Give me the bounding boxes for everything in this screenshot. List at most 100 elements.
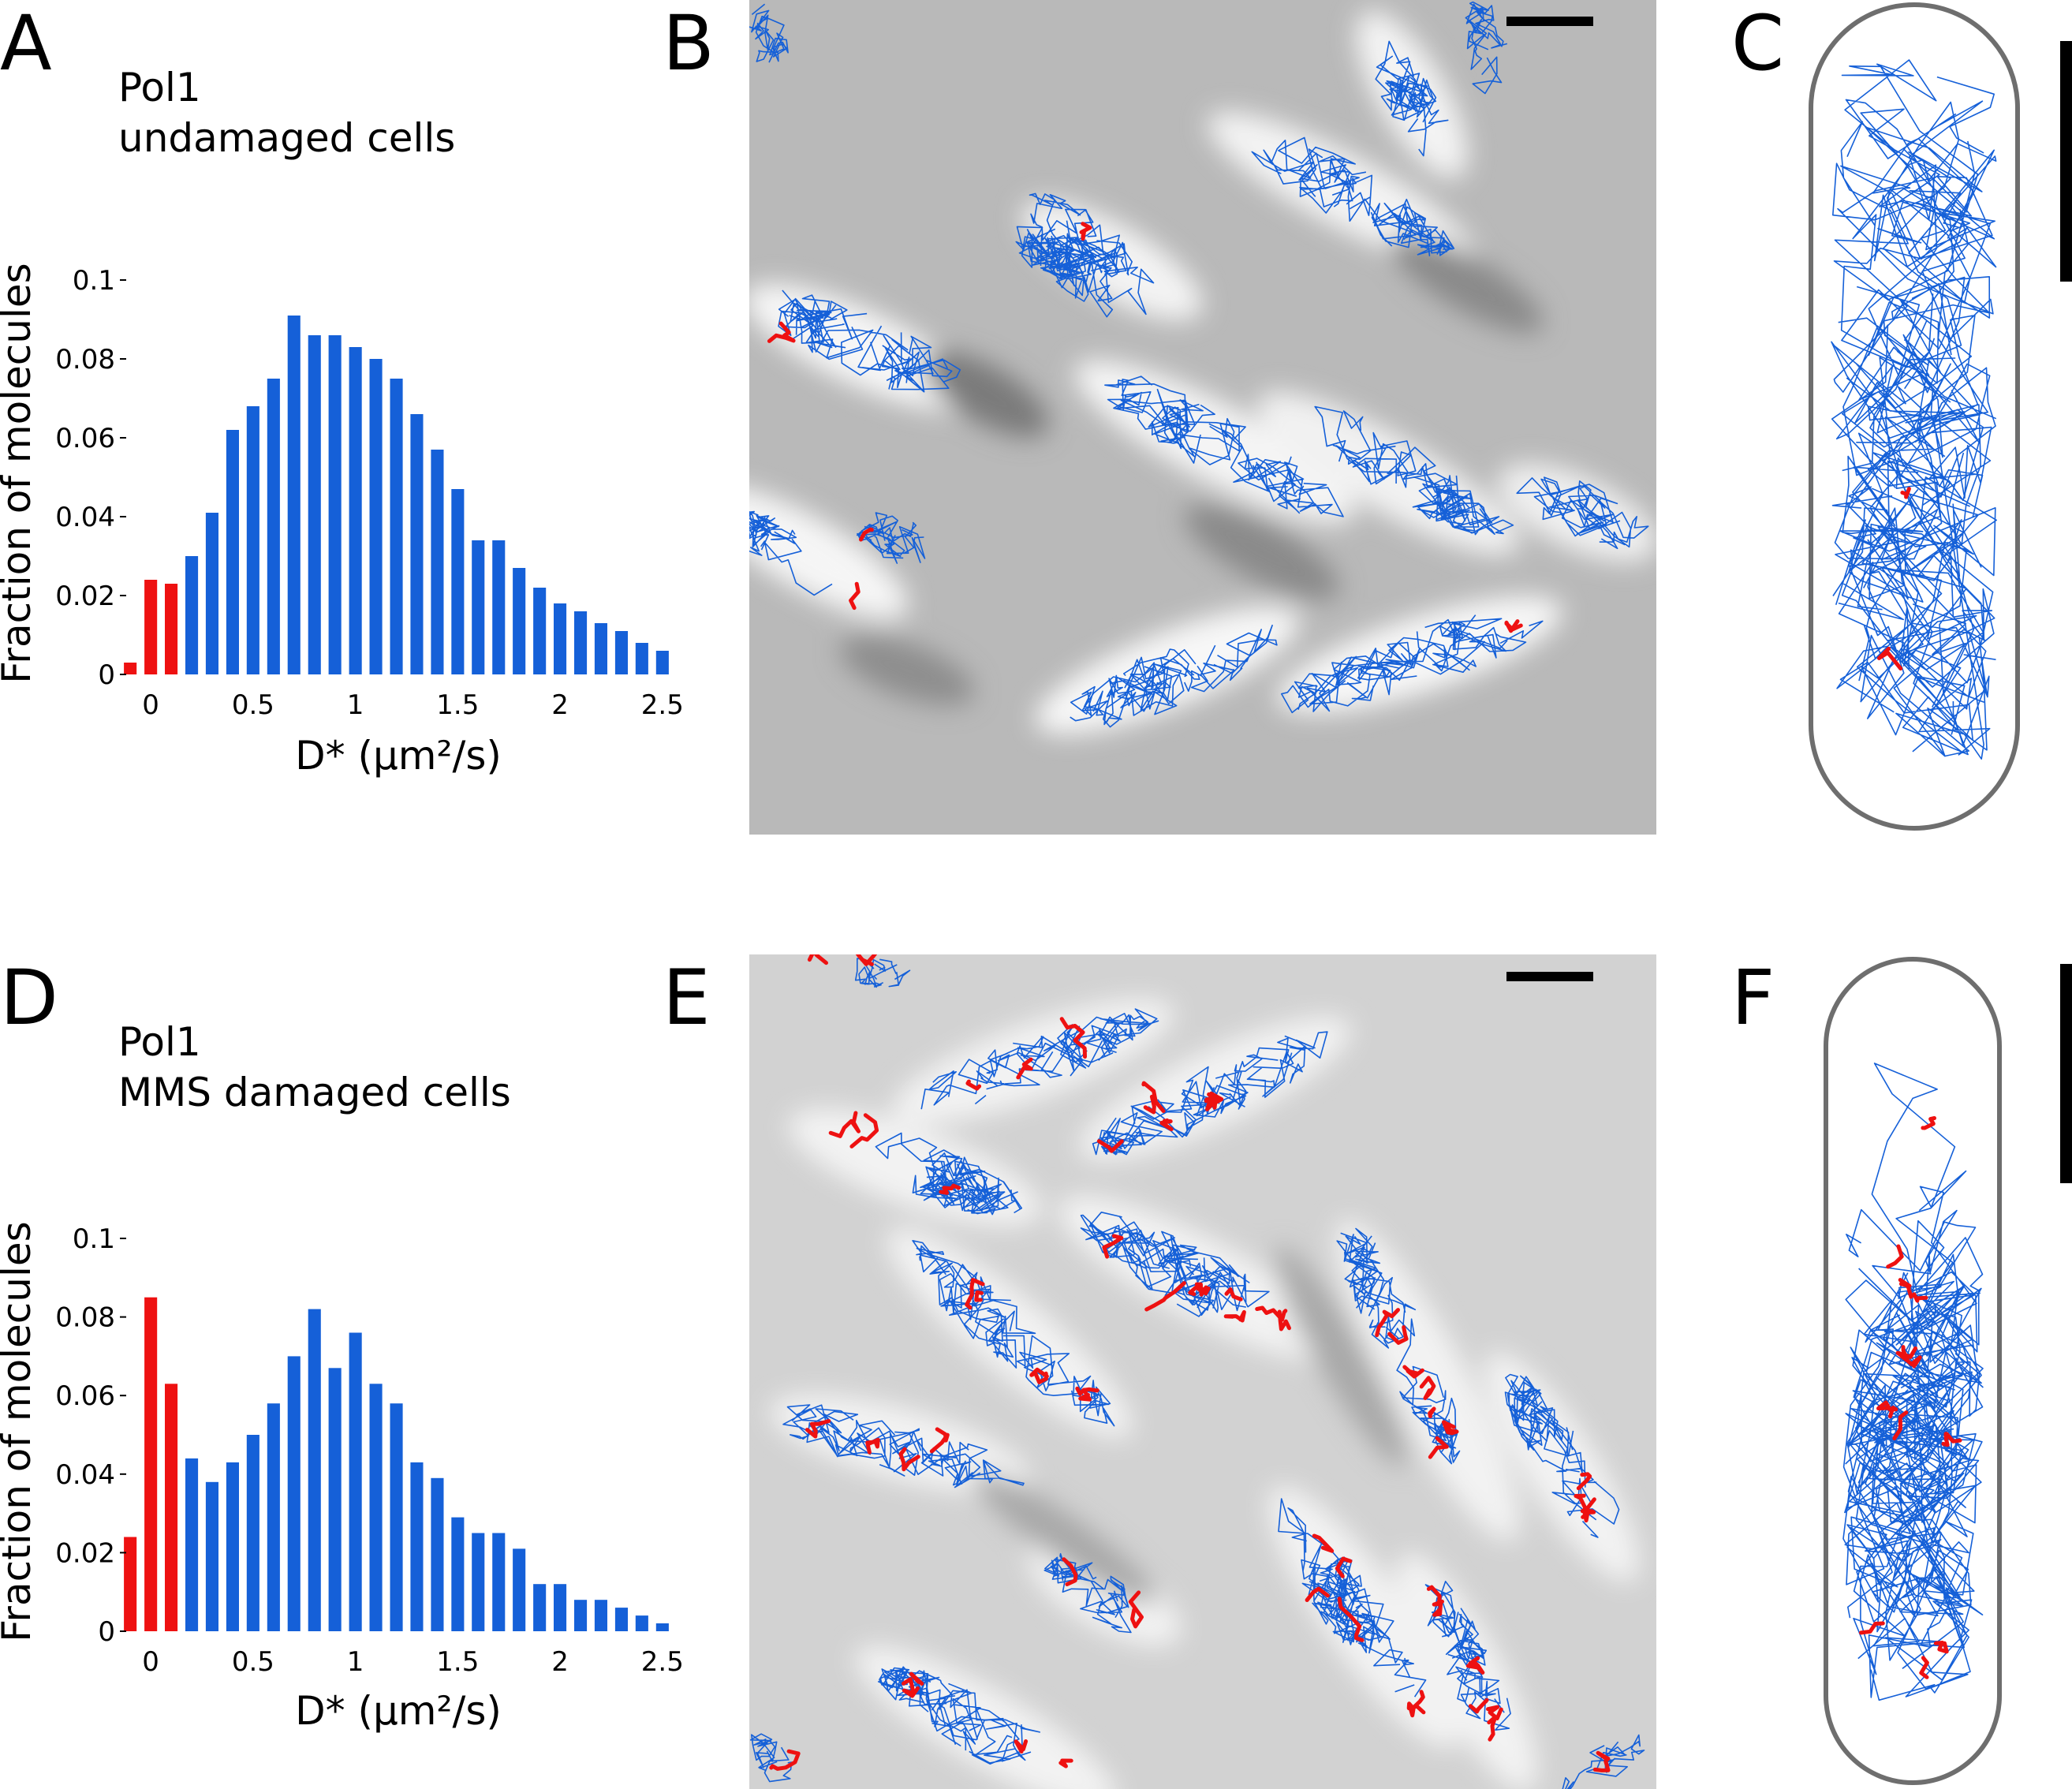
panel-a-protein-label: Pol1 <box>118 65 201 110</box>
cell-outline-f <box>1824 957 2002 1785</box>
mobile-trajectory <box>1251 136 1455 256</box>
y-tick-label: 0 <box>98 1616 115 1648</box>
histogram-bar <box>554 1584 567 1631</box>
immobile-trajectory <box>1058 1758 1073 1768</box>
y-tick-label: 0.02 <box>55 1537 115 1569</box>
immobile-trajectory <box>1468 1697 1489 1714</box>
immobile-trajectory <box>1919 1656 1929 1679</box>
immobile-trajectory <box>1144 1281 1186 1312</box>
scale-bar-f <box>2060 964 2072 1183</box>
panel-d-condition-label: MMS damaged cells <box>118 1070 511 1115</box>
immobile-trajectory <box>1432 1599 1444 1617</box>
x-tick-label: 2 <box>551 1646 569 1678</box>
mobile-trajectory <box>920 1008 1159 1110</box>
histogram-bar <box>165 1384 178 1631</box>
histogram-bar <box>614 1608 628 1631</box>
immobile-trajectory <box>1895 1345 1917 1362</box>
panel-a-condition-label: undamaged cells <box>118 115 455 161</box>
scale-bar-e <box>1506 972 1593 981</box>
mobile-trajectory <box>1281 614 1544 714</box>
histogram-bar <box>369 1384 383 1631</box>
x-tick-label: 0.5 <box>232 689 274 721</box>
x-tick-label: 2.5 <box>641 1646 684 1678</box>
immobile-trajectory <box>1096 1139 1124 1153</box>
immobile-trajectory <box>1305 1586 1330 1602</box>
histogram-bar <box>513 568 526 674</box>
immobile-trajectory <box>1910 1292 1928 1303</box>
mobile-trajectory <box>1104 375 1344 517</box>
single-cell-f <box>1824 957 2072 1785</box>
panel-letter-a: A <box>0 0 52 88</box>
immobile-trajectory <box>865 1437 880 1455</box>
histogram-bar <box>431 450 444 674</box>
histogram-bar <box>328 1368 342 1631</box>
immobile-trajectory <box>807 954 828 965</box>
immobile-trajectory <box>974 1290 984 1302</box>
mobile-trajectory <box>1015 226 1155 318</box>
mobile-trajectory <box>1029 192 1133 276</box>
immobile-trajectory <box>1014 1739 1029 1754</box>
immobile-trajectory <box>1128 1590 1144 1629</box>
mobile-trajectory <box>875 1132 1023 1216</box>
immobile-trajectory <box>1062 1557 1078 1586</box>
histogram-bar <box>369 359 383 674</box>
immobile-trajectory <box>1419 1376 1436 1400</box>
panel-letter-f: F <box>1731 954 1775 1042</box>
immobile-trajectory <box>1486 1705 1503 1720</box>
trajectories-b <box>749 1 1649 728</box>
y-tick-label: 0.08 <box>55 1302 115 1334</box>
immobile-trajectory <box>939 1183 961 1195</box>
trajectories-e <box>749 954 1645 1789</box>
histogram-bar <box>287 316 301 674</box>
histogram-bar <box>246 406 259 674</box>
x-tick-label: 1 <box>347 1646 364 1678</box>
mobile-trajectory <box>1842 1063 1984 1701</box>
immobile-trajectory <box>1487 1715 1498 1742</box>
immobile-trajectory <box>805 1419 831 1439</box>
mobile-trajectory <box>749 1733 793 1783</box>
histogram-bar <box>124 663 137 674</box>
immobile-trajectory <box>1224 1287 1243 1302</box>
immobile-trajectory <box>1204 1092 1218 1111</box>
histogram-bar <box>533 588 547 674</box>
immobile-trajectory <box>1337 1597 1365 1642</box>
histogram-bar <box>635 1615 648 1631</box>
y-tick-label: 0 <box>98 659 115 691</box>
immobile-trajectory <box>1375 1308 1400 1338</box>
immobile-trajectory <box>1933 1641 1949 1654</box>
x-tick-label: 2.5 <box>641 689 684 721</box>
immobile-trajectory <box>1029 1367 1049 1384</box>
x-axis-label-a: D* (µm²/s) <box>295 733 502 779</box>
histogram-bar <box>594 1600 607 1631</box>
mobile-trajectory <box>1314 405 1514 536</box>
histogram-bar <box>472 1533 485 1631</box>
immobile-trajectory <box>1428 1436 1449 1459</box>
y-axis-label-d: Fraction of molecules <box>0 1221 39 1641</box>
immobile-trajectory <box>1102 1234 1124 1259</box>
histogram-bar <box>390 1403 403 1631</box>
immobile-trajectory <box>855 954 878 966</box>
x-tick-label: 0.5 <box>232 1646 274 1678</box>
immobile-trajectory <box>1504 619 1523 633</box>
immobile-trajectory <box>1921 1116 1936 1130</box>
immobile-trajectory <box>1059 1017 1087 1059</box>
immobile-trajectory <box>1408 1690 1425 1718</box>
mobile-trajectory <box>1516 476 1649 550</box>
histogram-bar <box>308 335 321 674</box>
immobile-trajectory <box>1441 1420 1459 1436</box>
mobile-trajectory <box>1831 59 1997 760</box>
immobile-trajectory <box>1876 646 1903 670</box>
immobile-trajectory <box>1941 1432 1962 1447</box>
mobile-trajectory <box>749 3 789 63</box>
histogram-bar <box>635 643 648 674</box>
histogram-undamaged: Fraction of molecules D* (µm²/s) 0 0.02 0.… <box>0 263 684 779</box>
immobile-trajectory <box>1079 222 1092 241</box>
histogram-bar <box>185 556 199 674</box>
histogram-bar <box>287 1356 301 1631</box>
immobile-trajectory <box>1188 1283 1201 1297</box>
mobile-trajectory <box>1504 1373 1620 1538</box>
panel-letter-e: E <box>663 954 711 1042</box>
immobile-trajectory <box>965 1278 985 1310</box>
histogram-bar <box>144 1297 158 1631</box>
immobile-trajectory <box>828 1111 861 1138</box>
